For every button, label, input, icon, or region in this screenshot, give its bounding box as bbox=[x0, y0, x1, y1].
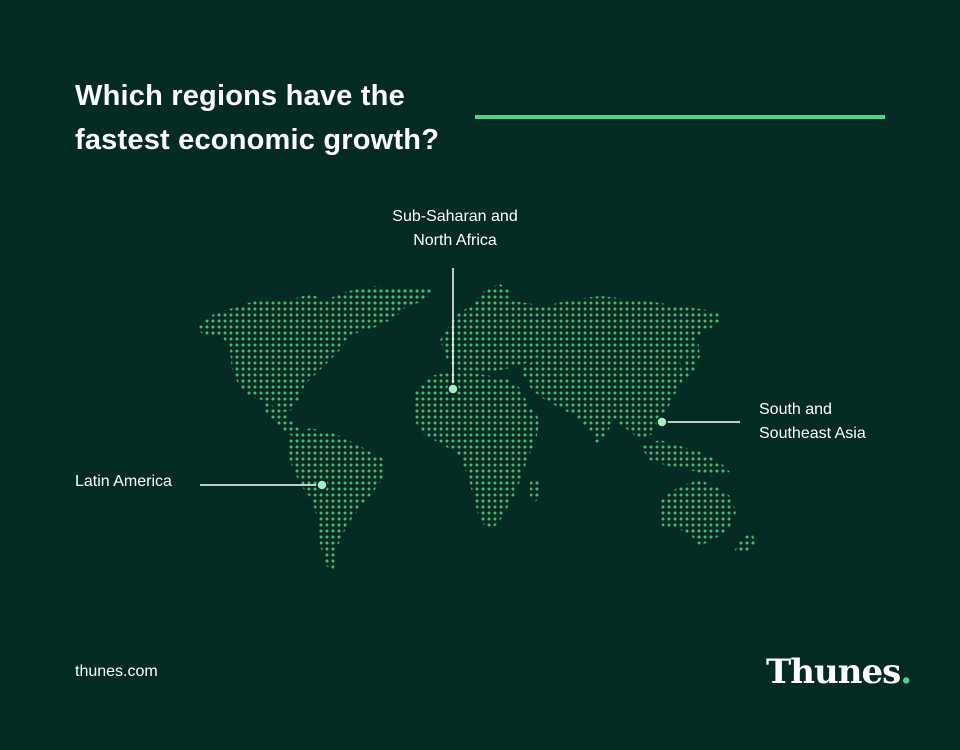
callout-label-africa: Sub-Saharan and North Africa bbox=[380, 205, 530, 253]
continent-sea-islands bbox=[640, 440, 730, 476]
callout-africa-line-1: Sub-Saharan and bbox=[392, 208, 518, 225]
footer-url[interactable]: thunes.com bbox=[75, 663, 158, 680]
continent-japan bbox=[684, 340, 700, 378]
callout-asia-line-2: Southeast Asia bbox=[759, 425, 866, 442]
continent-greenland bbox=[345, 286, 435, 322]
continent-asia bbox=[520, 296, 720, 446]
callout-asia-line-1: South and bbox=[759, 401, 832, 418]
callout-latam-line-1: Latin America bbox=[75, 473, 172, 490]
callout-marker-africa bbox=[447, 383, 459, 395]
callout-africa-line-2: North Africa bbox=[413, 232, 497, 249]
title-line-2: fastest economic growth? bbox=[75, 124, 440, 156]
continent-africa bbox=[414, 372, 540, 530]
brand-dot: . bbox=[900, 652, 912, 692]
callout-marker-asia bbox=[656, 416, 668, 428]
continent-australia bbox=[658, 480, 736, 546]
title-divider bbox=[475, 115, 885, 119]
brand-logo: Thunes. bbox=[766, 652, 912, 692]
continent-scandinavia bbox=[470, 284, 512, 312]
continent-europe bbox=[440, 300, 560, 372]
brand-name: Thunes bbox=[766, 652, 901, 692]
continent-south-america bbox=[286, 428, 385, 570]
callout-label-latam: Latin America bbox=[75, 470, 172, 494]
callout-label-asia: South and Southeast Asia bbox=[759, 398, 866, 446]
continent-madagascar bbox=[530, 478, 540, 504]
continent-new-zealand bbox=[734, 532, 756, 554]
page-title: Which regions have the fastest economic … bbox=[75, 74, 439, 162]
title-line-1: Which regions have the bbox=[75, 80, 405, 112]
callout-marker-latam bbox=[316, 479, 328, 491]
